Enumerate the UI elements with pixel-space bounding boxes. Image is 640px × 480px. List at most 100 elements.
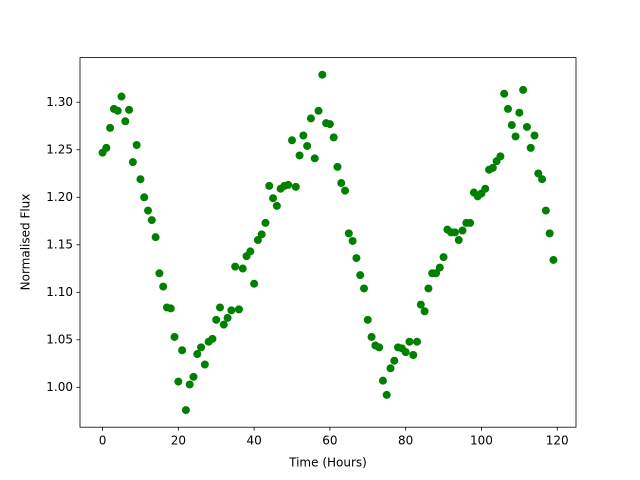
x-tick-label: 120 bbox=[546, 434, 569, 448]
point bbox=[450, 228, 459, 237]
point bbox=[151, 233, 160, 242]
point bbox=[333, 162, 342, 171]
point bbox=[288, 136, 297, 145]
point bbox=[208, 334, 217, 343]
x-axis-label: Time (Hours) bbox=[288, 456, 367, 470]
point bbox=[466, 218, 475, 227]
point bbox=[284, 180, 293, 189]
point bbox=[534, 169, 543, 178]
y-tick-label: 1.20 bbox=[46, 190, 73, 204]
point bbox=[519, 85, 528, 94]
point bbox=[102, 143, 111, 152]
point bbox=[117, 92, 126, 101]
y-tick-label: 1.25 bbox=[46, 142, 73, 156]
point bbox=[291, 182, 300, 191]
point bbox=[352, 254, 361, 263]
point bbox=[125, 105, 134, 114]
point bbox=[189, 372, 198, 381]
point bbox=[439, 253, 448, 262]
point bbox=[140, 193, 149, 202]
point bbox=[166, 304, 175, 313]
point bbox=[325, 120, 334, 129]
point bbox=[212, 315, 221, 324]
point bbox=[238, 264, 247, 273]
point bbox=[246, 247, 255, 256]
point bbox=[136, 175, 145, 184]
point bbox=[314, 106, 323, 115]
point bbox=[526, 143, 535, 152]
point bbox=[367, 332, 376, 341]
point bbox=[299, 131, 308, 140]
point bbox=[507, 121, 516, 130]
point bbox=[375, 343, 384, 352]
point bbox=[155, 269, 164, 278]
y-tick-label: 1.10 bbox=[46, 285, 73, 299]
point bbox=[216, 303, 225, 312]
point bbox=[113, 106, 122, 115]
x-tick-label: 40 bbox=[246, 434, 261, 448]
point bbox=[178, 346, 187, 355]
point bbox=[405, 337, 414, 346]
point bbox=[515, 108, 524, 117]
point bbox=[227, 306, 236, 315]
point bbox=[549, 255, 558, 264]
y-tick-label: 1.15 bbox=[46, 237, 73, 251]
point bbox=[341, 186, 350, 195]
point bbox=[378, 376, 387, 385]
point bbox=[261, 218, 270, 227]
x-tick-label: 80 bbox=[398, 434, 413, 448]
point bbox=[359, 284, 368, 293]
point bbox=[318, 70, 327, 79]
point bbox=[174, 377, 183, 386]
point bbox=[337, 179, 346, 188]
point bbox=[435, 263, 444, 272]
point bbox=[420, 307, 429, 316]
point bbox=[170, 332, 179, 341]
y-tick-label: 1.30 bbox=[46, 95, 73, 109]
point bbox=[219, 320, 228, 329]
point bbox=[401, 348, 410, 357]
x-tick-label: 60 bbox=[322, 434, 337, 448]
point bbox=[132, 141, 141, 150]
point bbox=[541, 206, 550, 215]
point bbox=[538, 175, 547, 184]
point bbox=[545, 229, 554, 238]
point bbox=[144, 206, 153, 215]
point bbox=[147, 216, 156, 225]
point bbox=[458, 226, 467, 235]
point bbox=[431, 269, 440, 278]
point bbox=[522, 122, 531, 131]
point bbox=[500, 89, 509, 98]
point bbox=[257, 230, 266, 239]
y-axis-label: Normalised Flux bbox=[19, 194, 33, 291]
point bbox=[306, 114, 315, 123]
point bbox=[409, 350, 418, 359]
point bbox=[250, 279, 259, 288]
point bbox=[269, 194, 278, 203]
point bbox=[185, 380, 194, 389]
point bbox=[329, 133, 338, 142]
point bbox=[253, 236, 262, 245]
point bbox=[197, 343, 206, 352]
point bbox=[503, 104, 512, 113]
point bbox=[295, 151, 304, 160]
point bbox=[481, 184, 490, 193]
plot-frame bbox=[79, 57, 577, 428]
point bbox=[416, 300, 425, 309]
point bbox=[231, 262, 240, 271]
point bbox=[390, 356, 399, 365]
point bbox=[363, 315, 372, 324]
point bbox=[121, 117, 130, 126]
point bbox=[159, 282, 168, 291]
x-tick-label: 100 bbox=[470, 434, 493, 448]
point bbox=[530, 131, 539, 140]
point bbox=[106, 123, 115, 132]
point bbox=[348, 236, 357, 245]
x-tick-label: 20 bbox=[171, 434, 186, 448]
point bbox=[128, 158, 137, 167]
point bbox=[454, 236, 463, 245]
point bbox=[303, 141, 312, 150]
point bbox=[424, 284, 433, 293]
